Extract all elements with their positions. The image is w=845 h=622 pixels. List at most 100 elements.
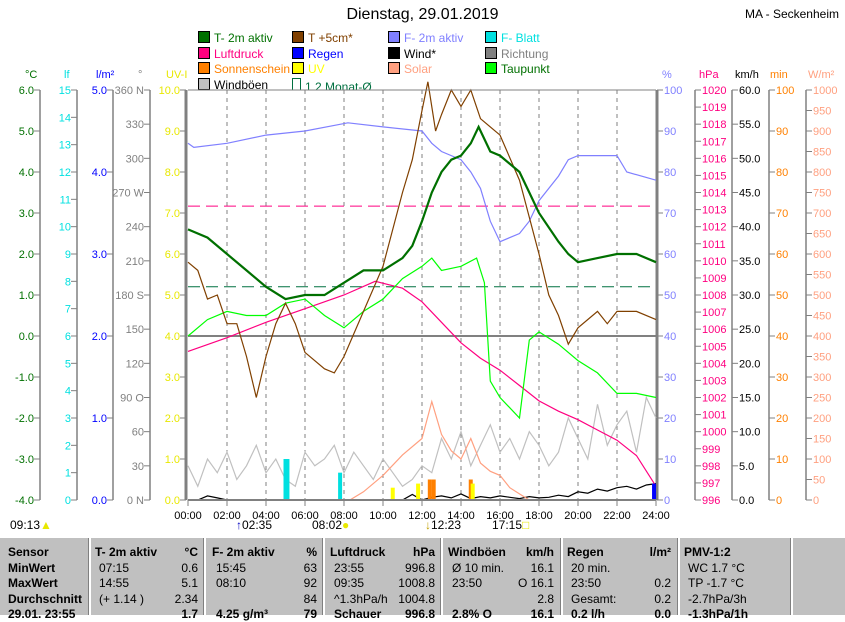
uv-tick-label: 5.0: [165, 290, 180, 302]
table-cell: 07:15: [99, 560, 130, 575]
wm2-tick-label: 250: [813, 393, 831, 405]
dir-tick-label: 360 N: [115, 85, 144, 97]
noon-icon: ↓: [425, 518, 431, 532]
dir-tick-label: 90 O: [120, 393, 144, 405]
table-column-divider: [203, 538, 206, 615]
solar-line: [349, 399, 530, 501]
kmh-tick-label: 15.0: [739, 393, 760, 405]
hpa-tick-label: 996: [702, 495, 720, 507]
wm2-tick-label: 0: [813, 495, 819, 507]
dir-tick-label: 30: [132, 461, 144, 473]
legend-label: Sonnenschein: [214, 62, 291, 76]
table-cell: 5.1: [181, 576, 198, 590]
dir-tick-label: 270 W: [112, 188, 144, 200]
legend-item: Windböen: [198, 77, 268, 92]
dir-tick-label: 60: [132, 427, 144, 439]
legend-label: Wind*: [404, 46, 437, 61]
table-cell: 23:50: [571, 576, 602, 590]
x-tick-label: 16:00: [486, 510, 514, 522]
wm2-tick-label: 1000: [813, 85, 837, 97]
kmh-tick-label: 25.0: [739, 324, 760, 336]
table-column-divider: [677, 538, 680, 615]
table-cell: 63: [303, 560, 317, 575]
chart-title: Dienstag, 29.01.2019: [346, 6, 499, 23]
kmh-tick-label: 30.0: [739, 290, 760, 302]
x-tick-label: 08:00: [330, 510, 358, 522]
table-cell: 0.6: [181, 560, 198, 575]
lf-tick-label: 13: [59, 140, 71, 152]
luftdruck-line: [187, 280, 657, 487]
lf-tick-label: 0: [65, 495, 71, 507]
uv-tick-label: 0.0: [165, 495, 180, 507]
lf-tick-label: 10: [59, 222, 71, 234]
lf-tick-label: 5: [65, 358, 71, 370]
table-cell: 15:45: [216, 560, 247, 575]
hpa-tick-label: 1015: [702, 170, 726, 182]
wm2-tick-label: 100: [813, 454, 831, 466]
kmh-tick-label: 0.0: [739, 495, 754, 507]
x-tick-label: 14:00: [447, 510, 475, 522]
hpa-tick-label: 998: [702, 461, 720, 473]
dir-tick-label: 210: [126, 256, 144, 268]
uv-tick-label: 7.0: [165, 208, 180, 220]
kmh-tick-label: 35.0: [739, 256, 760, 268]
min-tick-label: 70: [776, 208, 788, 220]
uv-tick-label: 10.0: [159, 85, 180, 97]
table-cell: 1008.8: [398, 576, 435, 590]
table-cell: 996.8: [404, 560, 435, 575]
table-cell: 08:10: [216, 576, 247, 590]
table-cell: 2.8: [537, 591, 554, 606]
wm2-tick-label: 650: [813, 229, 831, 241]
rain-tick-label: 3.0: [92, 249, 107, 261]
kmh-tick-label: 60.0: [739, 85, 760, 97]
hpa-tick-label: 1016: [702, 153, 726, 165]
kmh-tick-label: 50.0: [739, 153, 760, 165]
sun-moon-item: ↑02:35: [236, 518, 272, 532]
sun-moon-time: 12:23: [431, 518, 462, 532]
legend-item: F- 2m aktiv: [388, 31, 463, 45]
wm2-axis-unit: W/m²: [808, 69, 835, 81]
table-header-cell: l/m²: [649, 545, 671, 559]
legend-swatch: [292, 46, 304, 59]
table-cell: (+ 1.14 ): [99, 591, 145, 606]
kmh-tick-label: 40.0: [739, 222, 760, 234]
table-cell: 1004.8: [398, 591, 435, 606]
temp-tick-label: 4.0: [19, 167, 34, 179]
x-tick-label: 00:00: [174, 510, 202, 522]
legend-item: Sonnenschein: [198, 62, 290, 76]
wm2-tick-label: 550: [813, 270, 831, 282]
legend-label: Solar: [404, 62, 433, 76]
legend-swatch: [485, 31, 497, 43]
hum-tick-label: 30: [664, 372, 676, 384]
wm2-tick-label: 450: [813, 311, 831, 323]
temp-tick-label: -2.0: [15, 413, 34, 425]
hpa-tick-label: 1008: [702, 290, 726, 302]
hpa-tick-label: 997: [702, 478, 720, 490]
uv-tick-label: 6.0: [165, 249, 180, 261]
table-header-cell: F- 2m aktiv: [212, 545, 275, 559]
x-tick-label: 20:00: [564, 510, 592, 522]
wm2-tick-label: 900: [813, 126, 831, 138]
min-axis-unit: min: [770, 69, 788, 81]
dir-tick-label: 180 S: [115, 290, 144, 302]
legend-swatch: [388, 46, 400, 59]
kmh-tick-label: 55.0: [739, 119, 760, 131]
station-name: MA - Seckenheim: [744, 7, 839, 21]
x-tick-label: 24:00: [642, 510, 670, 522]
hpa-tick-label: 1013: [702, 205, 726, 217]
min-tick-label: 90: [776, 126, 788, 138]
temp-tick-label: 3.0: [19, 208, 34, 220]
hum-tick-label: 10: [664, 454, 676, 466]
table-cell: 09:35: [334, 576, 365, 590]
hum-tick-label: 0: [664, 495, 670, 507]
kmh-axis-unit: km/h: [735, 69, 759, 81]
lf-tick-label: 4: [65, 386, 71, 398]
legend-label: Taupunkt: [501, 62, 550, 76]
rain-axis-unit: l/m²: [96, 69, 115, 81]
sun-moon-item: ↓12:23: [425, 518, 461, 532]
dir-tick-label: 300: [126, 153, 144, 165]
min-tick-label: 50: [776, 290, 788, 302]
f-blatt-bar: [285, 459, 290, 500]
lf-tick-label: 7: [65, 304, 71, 316]
legend-swatch: [198, 77, 210, 90]
